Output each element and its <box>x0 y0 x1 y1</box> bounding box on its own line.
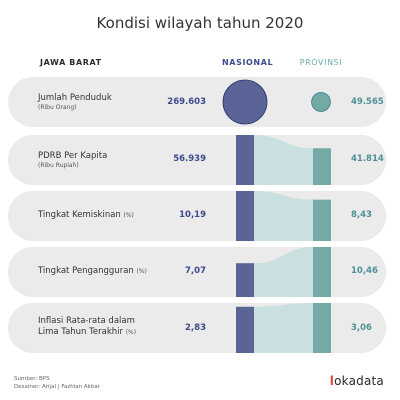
bar-provinsi <box>313 148 331 185</box>
province-header: PROVINSI <box>299 58 343 67</box>
row-label: Tingkat Kemiskinan (%) <box>38 210 134 221</box>
row-label-text: Tingkat Kemiskinan <box>38 210 121 220</box>
row-label: PDRB Per Kapita (Ribu Rupiah) <box>38 151 107 170</box>
row-unit: (%) <box>125 329 137 336</box>
value-provinsi: 41.814 <box>351 154 384 164</box>
value-nasional: 269.603 <box>167 97 206 107</box>
value-nasional: 10,19 <box>179 210 206 220</box>
flow-band <box>254 303 313 353</box>
circle-provinsi <box>311 92 331 112</box>
flow-band <box>254 191 313 241</box>
bar-provinsi <box>313 199 331 241</box>
bar-nasional <box>236 135 254 185</box>
value-nasional: 7,07 <box>185 266 206 276</box>
row-label-text: Inflasi Rata-rata dalam Lima Tahun Terak… <box>38 316 135 337</box>
source-note: Sumber: BPS <box>14 376 50 382</box>
bar-nasional <box>236 191 254 241</box>
row-label-text: Jumlah Penduduk <box>38 93 112 103</box>
value-provinsi: 49.565 <box>351 97 384 107</box>
designer-credit: Desainer: Arijal | Fazhlan Akbar <box>14 384 100 390</box>
flow-band <box>254 135 313 185</box>
logo-text: okadata <box>334 374 384 388</box>
national-header: NASIONAL <box>222 58 274 67</box>
value-provinsi: 10,46 <box>351 266 378 276</box>
value-provinsi: 8,43 <box>351 210 372 220</box>
region-header: JAWA BARAT <box>40 58 102 67</box>
row-label-text: Tingkat Pengangguran <box>38 266 134 276</box>
bar-nasional <box>236 306 254 353</box>
row-label: Inflasi Rata-rata dalam Lima Tahun Terak… <box>38 316 158 338</box>
bar-nasional <box>236 263 254 297</box>
value-nasional: 2,83 <box>185 323 206 333</box>
row-unit: (%) <box>136 268 147 275</box>
bar-provinsi <box>313 247 331 297</box>
value-nasional: 56.939 <box>173 154 206 164</box>
row-label-text: PDRB Per Kapita <box>38 151 108 161</box>
flow-band <box>254 247 313 297</box>
circle-nasional <box>222 79 268 125</box>
row-label: Jumlah Penduduk (Ribu Orang) <box>38 93 112 112</box>
row-unit: (Ribu Rupiah) <box>38 162 79 169</box>
bar-provinsi <box>313 303 331 353</box>
chart-title: Kondisi wilayah tahun 2020 <box>96 14 304 32</box>
logo-mark: l <box>329 374 335 388</box>
lokadata-logo: lokadata <box>330 374 384 388</box>
row-label: Tingkat Pengangguran (%) <box>38 266 147 277</box>
row-unit: (%) <box>123 212 134 219</box>
value-provinsi: 3,06 <box>351 323 372 333</box>
row-unit: (Ribu Orang) <box>38 104 77 111</box>
